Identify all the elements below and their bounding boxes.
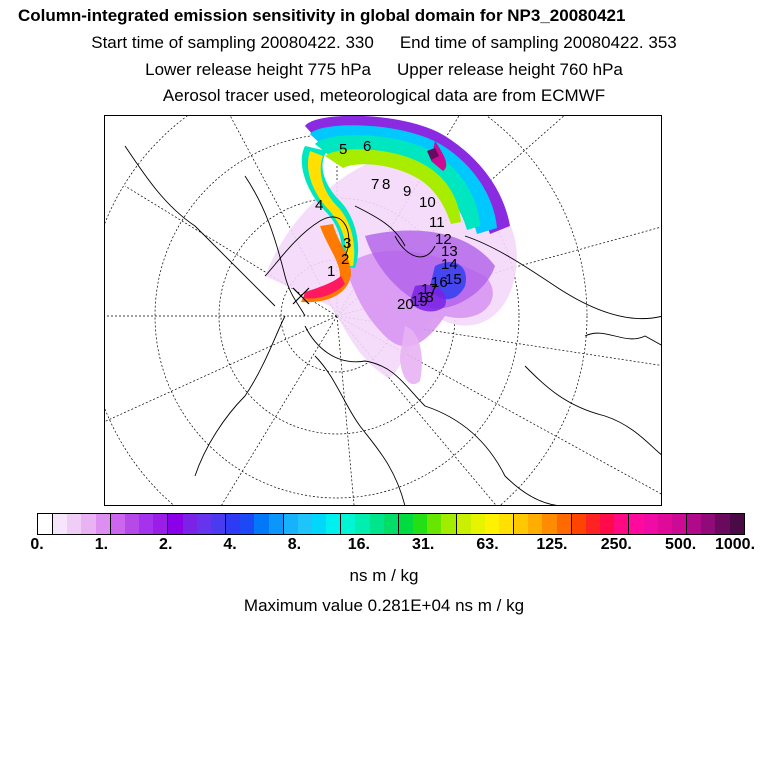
traj-label-13: 13 <box>441 243 458 260</box>
colorbar-segment <box>484 514 499 534</box>
colorbar-tick-label: 4. <box>223 536 237 553</box>
colorbar-segment <box>570 514 586 534</box>
colorbar-segment <box>38 514 53 534</box>
colorbar-segment <box>282 514 298 534</box>
traj-label-5: 5 <box>339 141 347 158</box>
colorbar-segment <box>153 514 168 534</box>
colorbar-segment <box>124 514 140 534</box>
colorbar-tick-label: 63. <box>476 536 499 553</box>
colorbar-segment <box>182 514 197 534</box>
colorbar-segment <box>268 514 283 534</box>
colorbar-tick-label: 500. <box>665 536 697 553</box>
colorbar-segment <box>614 514 629 534</box>
map-graphic: 1 2 3 4 5 6 7 8 9 10 11 12 13 14 15 16 1… <box>105 116 661 505</box>
colorbar-segment <box>340 514 356 534</box>
colorbar-segment <box>499 514 514 534</box>
colorbar-segment <box>715 514 730 534</box>
colorbar-segment <box>413 514 428 534</box>
colorbar-units: ns m / kg <box>349 566 419 585</box>
colorbar-segment <box>701 514 716 534</box>
colorbar-segment <box>52 514 68 534</box>
colorbar-segment <box>210 514 226 534</box>
colorbar-segment <box>542 514 557 534</box>
traj-label-10: 10 <box>419 194 436 211</box>
polar-map: 1 2 3 4 5 6 7 8 9 10 11 12 13 14 15 16 1… <box>104 115 662 506</box>
colorbar-segment <box>585 514 601 534</box>
colorbar-tick-label: 250. <box>600 536 632 553</box>
traj-label-20: 20 <box>397 296 414 313</box>
colorbar-segment <box>240 514 255 534</box>
colorbar-tick-label: 125. <box>536 536 568 553</box>
colorbar-tick-label: 1000. <box>714 536 756 553</box>
colorbar-segment <box>67 514 82 534</box>
maximum-value: Maximum value 0.281E+04 ns m / kg <box>243 596 525 615</box>
traj-label-14: 14 <box>441 256 458 273</box>
traj-label-17: 17 <box>421 281 438 298</box>
colorbar-segment <box>167 514 183 534</box>
traj-label-16: 16 <box>431 274 448 291</box>
traj-label-7: 7 <box>371 176 379 193</box>
colorbar-segment <box>513 514 529 534</box>
upper-release-height: Upper release height 760 hPa <box>397 60 623 79</box>
colorbar-segment <box>311 514 327 534</box>
colorbar <box>37 513 745 535</box>
colorbar-segment <box>455 514 471 534</box>
end-time: End time of sampling 20080422. 353 <box>399 33 677 52</box>
colorbar-segment <box>600 514 615 534</box>
colorbar-segment <box>686 514 702 534</box>
release-heights: Lower release height 775 hPa Upper releas… <box>0 60 768 80</box>
colorbar-segment <box>397 514 414 534</box>
traj-label-19: 19 <box>411 293 428 310</box>
colorbar-segment <box>643 514 658 534</box>
lower-release-height: Lower release height 775 hPa <box>145 60 371 79</box>
colorbar-segment <box>470 514 485 534</box>
traj-label-1: 1 <box>327 263 335 280</box>
colorbar-segment <box>196 514 211 534</box>
colorbar-segment <box>225 514 241 534</box>
colorbar-segment <box>297 514 312 534</box>
traj-label-9: 9 <box>403 183 411 200</box>
traj-label-15: 15 <box>445 271 462 288</box>
release-point-icon <box>292 287 310 305</box>
plot-title: Column-integrated emission sensitivity i… <box>18 6 626 25</box>
colorbar-segment <box>628 514 644 534</box>
start-time: Start time of sampling 20080422. 330 <box>91 33 374 52</box>
tracer-note: Aerosol tracer used, meteorological data… <box>162 86 606 105</box>
colorbar-segment <box>369 514 384 534</box>
traj-label-4: 4 <box>315 197 323 214</box>
colorbar-tick-label: 31. <box>412 536 435 553</box>
traj-label-2: 2 <box>341 251 349 268</box>
colorbar-tick-label: 8. <box>287 536 302 553</box>
colorbar-tick-label: 2. <box>159 536 173 553</box>
colorbar-tick-label: 16. <box>347 536 370 553</box>
colorbar-segment <box>528 514 543 534</box>
colorbar-segment <box>383 514 398 534</box>
sampling-times: Start time of sampling 20080422. 330 End … <box>0 33 768 53</box>
colorbar-segment <box>556 514 571 534</box>
colorbar-segment <box>326 514 341 534</box>
colorbar-segment <box>95 514 110 534</box>
colorbar-segment <box>657 514 672 534</box>
traj-label-12: 12 <box>435 231 452 248</box>
sensitivity-plume <box>265 116 517 385</box>
colorbar-segment <box>355 514 370 534</box>
colorbar-segment <box>427 514 442 534</box>
traj-label-3: 3 <box>343 235 351 252</box>
colorbar-segment <box>729 514 744 534</box>
coastlines <box>124 145 661 505</box>
colorbar-tick-label: 0. <box>30 536 44 553</box>
traj-label-6: 6 <box>363 138 371 155</box>
colorbar-segment <box>109 514 125 534</box>
colorbar-segment <box>139 514 154 534</box>
trajectory-labels: 1 2 3 4 5 6 7 8 9 10 11 12 13 14 15 16 1… <box>315 138 462 313</box>
traj-label-18: 18 <box>417 289 434 306</box>
traj-label-8: 8 <box>382 176 390 193</box>
colorbar-tick-label: 1. <box>94 536 109 553</box>
colorbar-segment <box>81 514 96 534</box>
colorbar-segment <box>671 514 687 534</box>
traj-label-11: 11 <box>429 214 445 231</box>
colorbar-segment <box>254 514 269 534</box>
colorbar-segment <box>441 514 456 534</box>
